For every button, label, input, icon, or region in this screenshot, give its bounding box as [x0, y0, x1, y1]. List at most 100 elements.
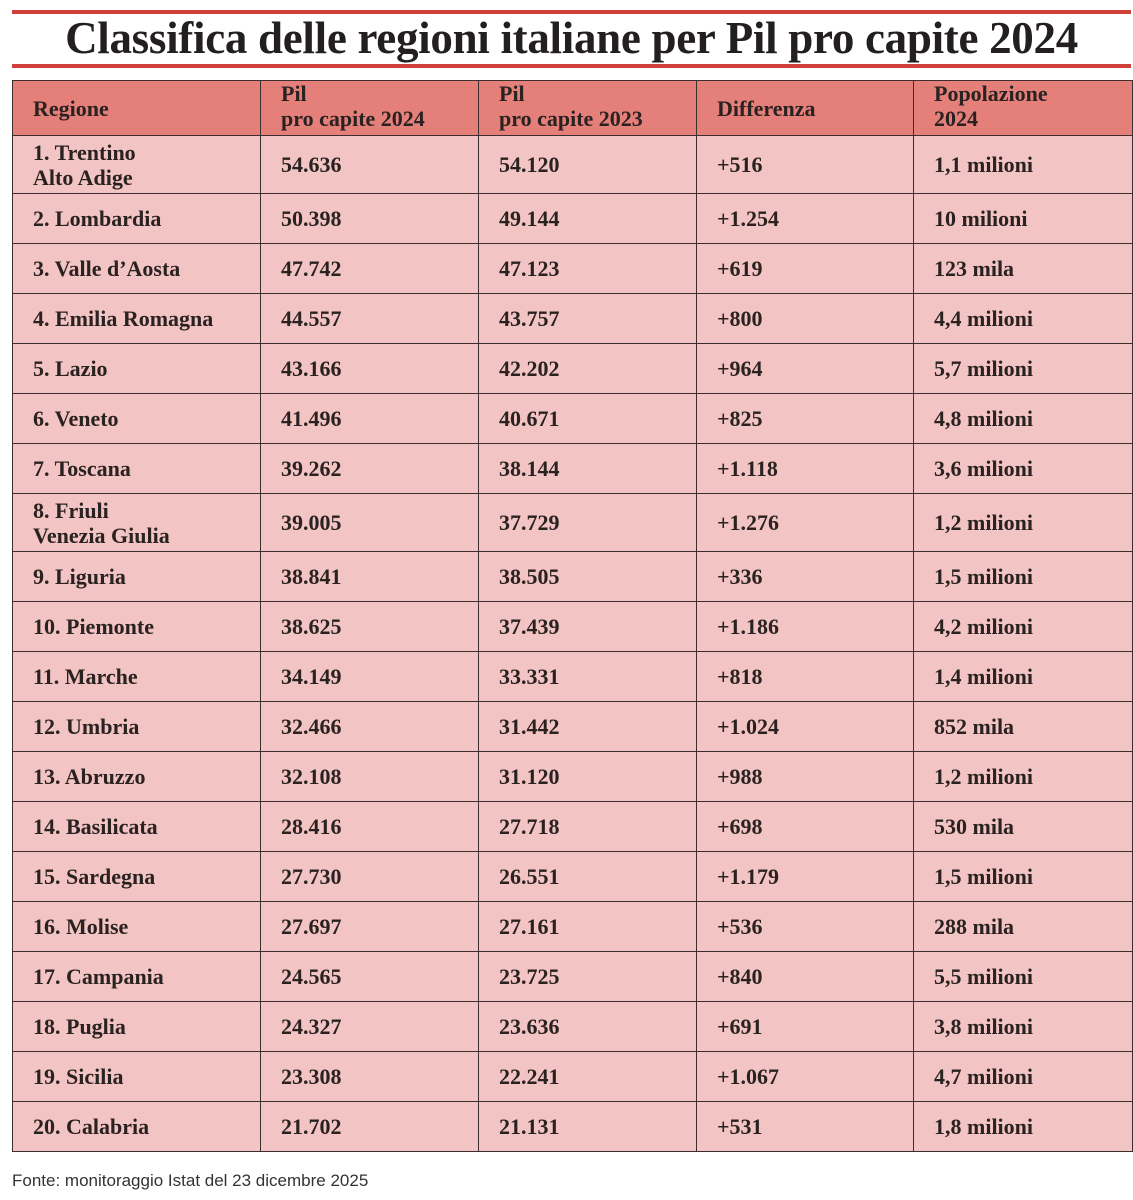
- pil-2024-cell-text: 54.636: [281, 152, 342, 177]
- pil-2024-cell: 32.108: [260, 751, 479, 802]
- pil-2023-cell: 21.131: [478, 1101, 697, 1152]
- pil-2023-cell: 23.725: [478, 951, 697, 1002]
- table-row: 15. Sardegna 27.730 26.551 +1.179 1,5 milion…: [12, 851, 1133, 902]
- region-cell: 11. Marche: [12, 651, 261, 702]
- region-cell: 8. Friuli Venezia Giulia: [12, 493, 261, 552]
- difference-cell: +1.118: [696, 443, 914, 494]
- pil-2024-cell: 24.565: [260, 951, 479, 1002]
- table-row: 20. Calabria 21.702 21.131 +531 1,8 milioni: [12, 1101, 1133, 1152]
- pil-2024-cell-text: 43.166: [281, 356, 342, 381]
- population-cell-text: 1,8 milioni: [934, 1114, 1034, 1139]
- table-row: 6. Veneto 41.496 40.671 +825 4,8 milioni: [12, 393, 1133, 444]
- difference-cell: +825: [696, 393, 914, 444]
- population-cell: 1,1 milioni: [913, 135, 1133, 194]
- pil-2024-cell-text: 34.149: [281, 664, 342, 689]
- pil-2023-cell-text: 42.202: [499, 356, 560, 381]
- population-cell-text: 3,6 milioni: [934, 456, 1034, 481]
- region-cell-text: 5. Lazio: [33, 356, 108, 381]
- population-cell-text: 1,2 milioni: [934, 510, 1034, 535]
- region-cell-text: 19. Sicilia: [33, 1064, 124, 1089]
- pil-2023-cell: 38.505: [478, 551, 697, 602]
- pil-2024-cell-text: 23.308: [281, 1064, 342, 1089]
- pil-2023-cell: 23.636: [478, 1001, 697, 1052]
- table-row: 14. Basilicata 28.416 27.718 +698 530 mila: [12, 801, 1133, 852]
- difference-cell-text: +1.067: [717, 1064, 780, 1089]
- region-cell-text: 1. Trentino: [33, 139, 136, 165]
- region-cell-text: 3. Valle d’Aosta: [33, 256, 181, 281]
- pil-2024-cell: 50.398: [260, 193, 479, 244]
- pil-2023-cell: 42.202: [478, 343, 697, 394]
- header-label: Pil: [281, 81, 307, 106]
- pil-2024-cell-text: 50.398: [281, 206, 342, 231]
- population-cell: 3,6 milioni: [913, 443, 1133, 494]
- pil-2023-cell: 49.144: [478, 193, 697, 244]
- region-cell: 20. Calabria: [12, 1101, 261, 1152]
- pil-2024-cell: 28.416: [260, 801, 479, 852]
- pil-2024-cell: 34.149: [260, 651, 479, 702]
- pil-2024-cell-text: 28.416: [281, 814, 342, 839]
- table-row: 2. Lombardia 50.398 49.144 +1.254 10 milioni: [12, 193, 1133, 244]
- region-cell: 19. Sicilia: [12, 1051, 261, 1102]
- pil-2024-cell-text: 41.496: [281, 406, 342, 431]
- table-row: 8. Friuli Venezia Giulia 39.005 37.729 +1.27…: [12, 493, 1133, 552]
- region-cell-text: 17. Campania: [33, 964, 164, 989]
- header-label: Popolazione: [934, 81, 1048, 106]
- population-cell-text: 530 mila: [934, 814, 1015, 839]
- population-cell-text: 1,2 milioni: [934, 764, 1034, 789]
- table-row: 7. Toscana 39.262 38.144 +1.118 3,6 milioni: [12, 443, 1133, 494]
- population-cell-text: 5,5 milioni: [934, 964, 1034, 989]
- difference-cell-text: +1.024: [717, 714, 780, 739]
- pil-2024-cell-text: 32.466: [281, 714, 342, 739]
- region-cell-text: 4. Emilia Romagna: [33, 306, 214, 331]
- table-row: 10. Piemonte 38.625 37.439 +1.186 4,2 milion…: [12, 601, 1133, 652]
- difference-cell: +336: [696, 551, 914, 602]
- pil-2023-cell-text: 49.144: [499, 206, 560, 231]
- pil-2023-cell: 54.120: [478, 135, 697, 194]
- header-label: Differenza: [717, 95, 816, 121]
- pil-2024-cell-text: 24.327: [281, 1014, 342, 1039]
- population-cell-text: 10 milioni: [934, 206, 1028, 231]
- pil-2024-cell: 21.702: [260, 1101, 479, 1152]
- population-cell: 5,5 milioni: [913, 951, 1133, 1002]
- header-label: pro capite 2023: [499, 106, 643, 131]
- pil-2024-cell: 38.625: [260, 601, 479, 652]
- difference-cell: +1.024: [696, 701, 914, 752]
- ranking-table: Regione Pil pro capite 2024 Pil pro capite…: [12, 80, 1133, 1152]
- difference-cell: +818: [696, 651, 914, 702]
- region-cell-text: 7. Toscana: [33, 456, 131, 481]
- region-cell: 4. Emilia Romagna: [12, 293, 261, 344]
- difference-cell-text: +336: [717, 564, 763, 589]
- pil-2024-cell-text: 39.262: [281, 456, 342, 481]
- population-cell-text: 4,8 milioni: [934, 406, 1034, 431]
- region-cell: 2. Lombardia: [12, 193, 261, 244]
- bottom-rule: [12, 64, 1131, 68]
- difference-cell: +516: [696, 135, 914, 194]
- population-cell-text: 288 mila: [934, 914, 1015, 939]
- population-cell-text: 4,7 milioni: [934, 1064, 1034, 1089]
- table-row: 9. Liguria 38.841 38.505 +336 1,5 milioni: [12, 551, 1133, 602]
- pil-2023-cell-text: 43.757: [499, 306, 560, 331]
- region-cell-text: 12. Umbria: [33, 714, 140, 739]
- difference-cell-text: +1.179: [717, 864, 780, 889]
- region-cell: 9. Liguria: [12, 551, 261, 602]
- pil-2023-cell-text: 37.729: [499, 510, 560, 535]
- table-row: 5. Lazio 43.166 42.202 +964 5,7 milioni: [12, 343, 1133, 394]
- pil-2023-cell-text: 33.331: [499, 664, 560, 689]
- table-row: 11. Marche 34.149 33.331 +818 1,4 milioni: [12, 651, 1133, 702]
- pil-2023-cell: 37.439: [478, 601, 697, 652]
- difference-cell: +840: [696, 951, 914, 1002]
- region-cell-text-line2: Alto Adige: [33, 164, 133, 190]
- region-cell: 6. Veneto: [12, 393, 261, 444]
- table-row: 17. Campania 24.565 23.725 +840 5,5 milioni: [12, 951, 1133, 1002]
- population-cell: 123 mila: [913, 243, 1133, 294]
- pil-2023-cell-text: 47.123: [499, 256, 560, 281]
- population-cell-text: 1,5 milioni: [934, 564, 1034, 589]
- difference-cell-text: +698: [717, 814, 763, 839]
- population-cell-text: 1,5 milioni: [934, 864, 1034, 889]
- pil-2024-cell-text: 47.742: [281, 256, 342, 281]
- pil-2023-cell-text: 31.442: [499, 714, 560, 739]
- region-cell: 10. Piemonte: [12, 601, 261, 652]
- population-cell: 4,2 milioni: [913, 601, 1133, 652]
- difference-cell: +619: [696, 243, 914, 294]
- table-row: 19. Sicilia 23.308 22.241 +1.067 4,7 milioni: [12, 1051, 1133, 1102]
